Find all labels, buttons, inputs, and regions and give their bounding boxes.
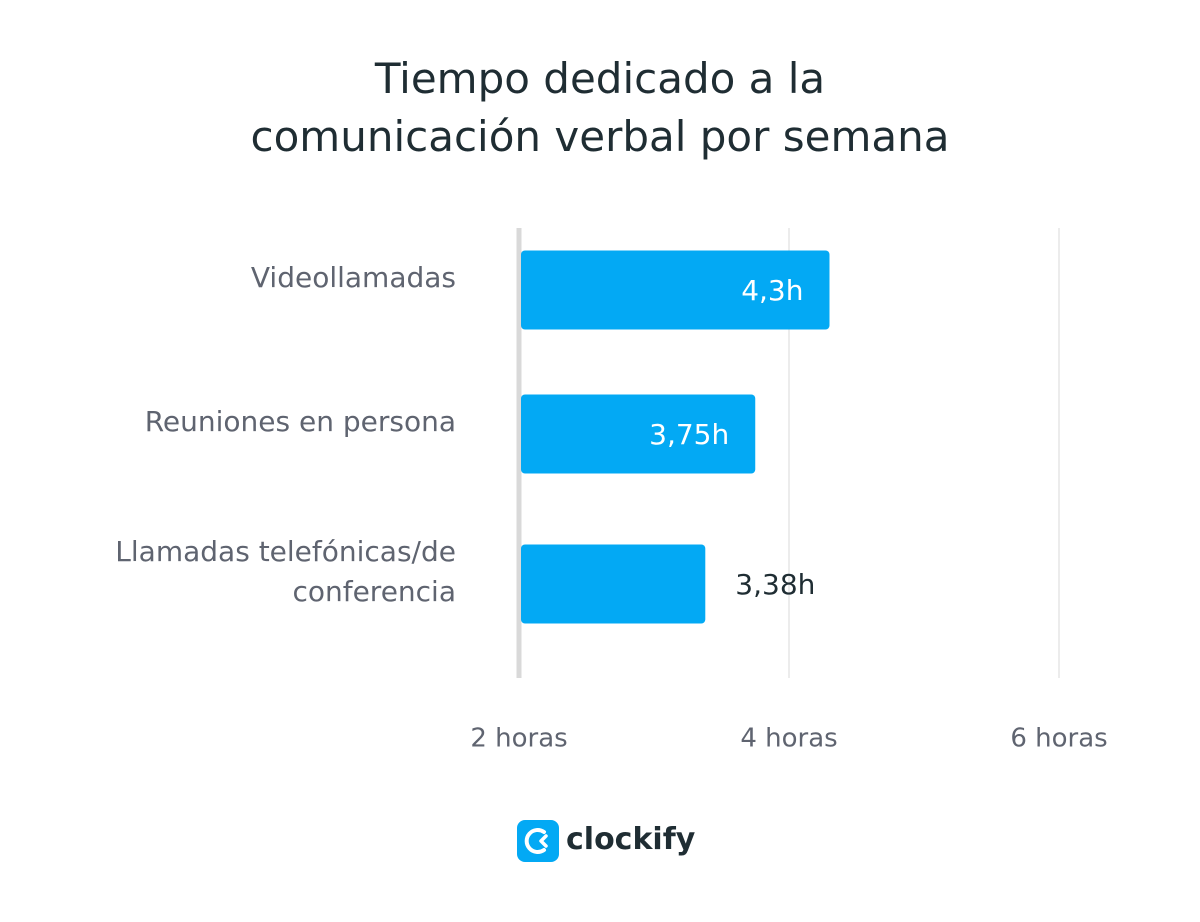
brand-name: clockify [566, 822, 696, 857]
x-tick-label: 2 horas [470, 724, 567, 754]
chart-title: Tiempo dedicado a la comunicación verbal… [250, 54, 950, 161]
logo-mark [539, 834, 548, 848]
value-label: 4,3h [741, 274, 803, 307]
bar [521, 250, 830, 330]
category-label: Llamadas telefónicas/de conferencia [115, 535, 456, 608]
x-tick-label: 6 horas [1010, 724, 1107, 754]
value-label: 3,75h [649, 418, 729, 451]
category-label: Reuniones en persona [144, 405, 456, 438]
logo-icon [517, 820, 559, 862]
x-tick-label: 4 horas [740, 724, 837, 754]
category-label: Videollamadas [250, 261, 456, 294]
value-label: 3,38h [735, 568, 815, 601]
logo-mark [524, 828, 546, 854]
bar [521, 544, 706, 624]
bar [521, 394, 756, 474]
